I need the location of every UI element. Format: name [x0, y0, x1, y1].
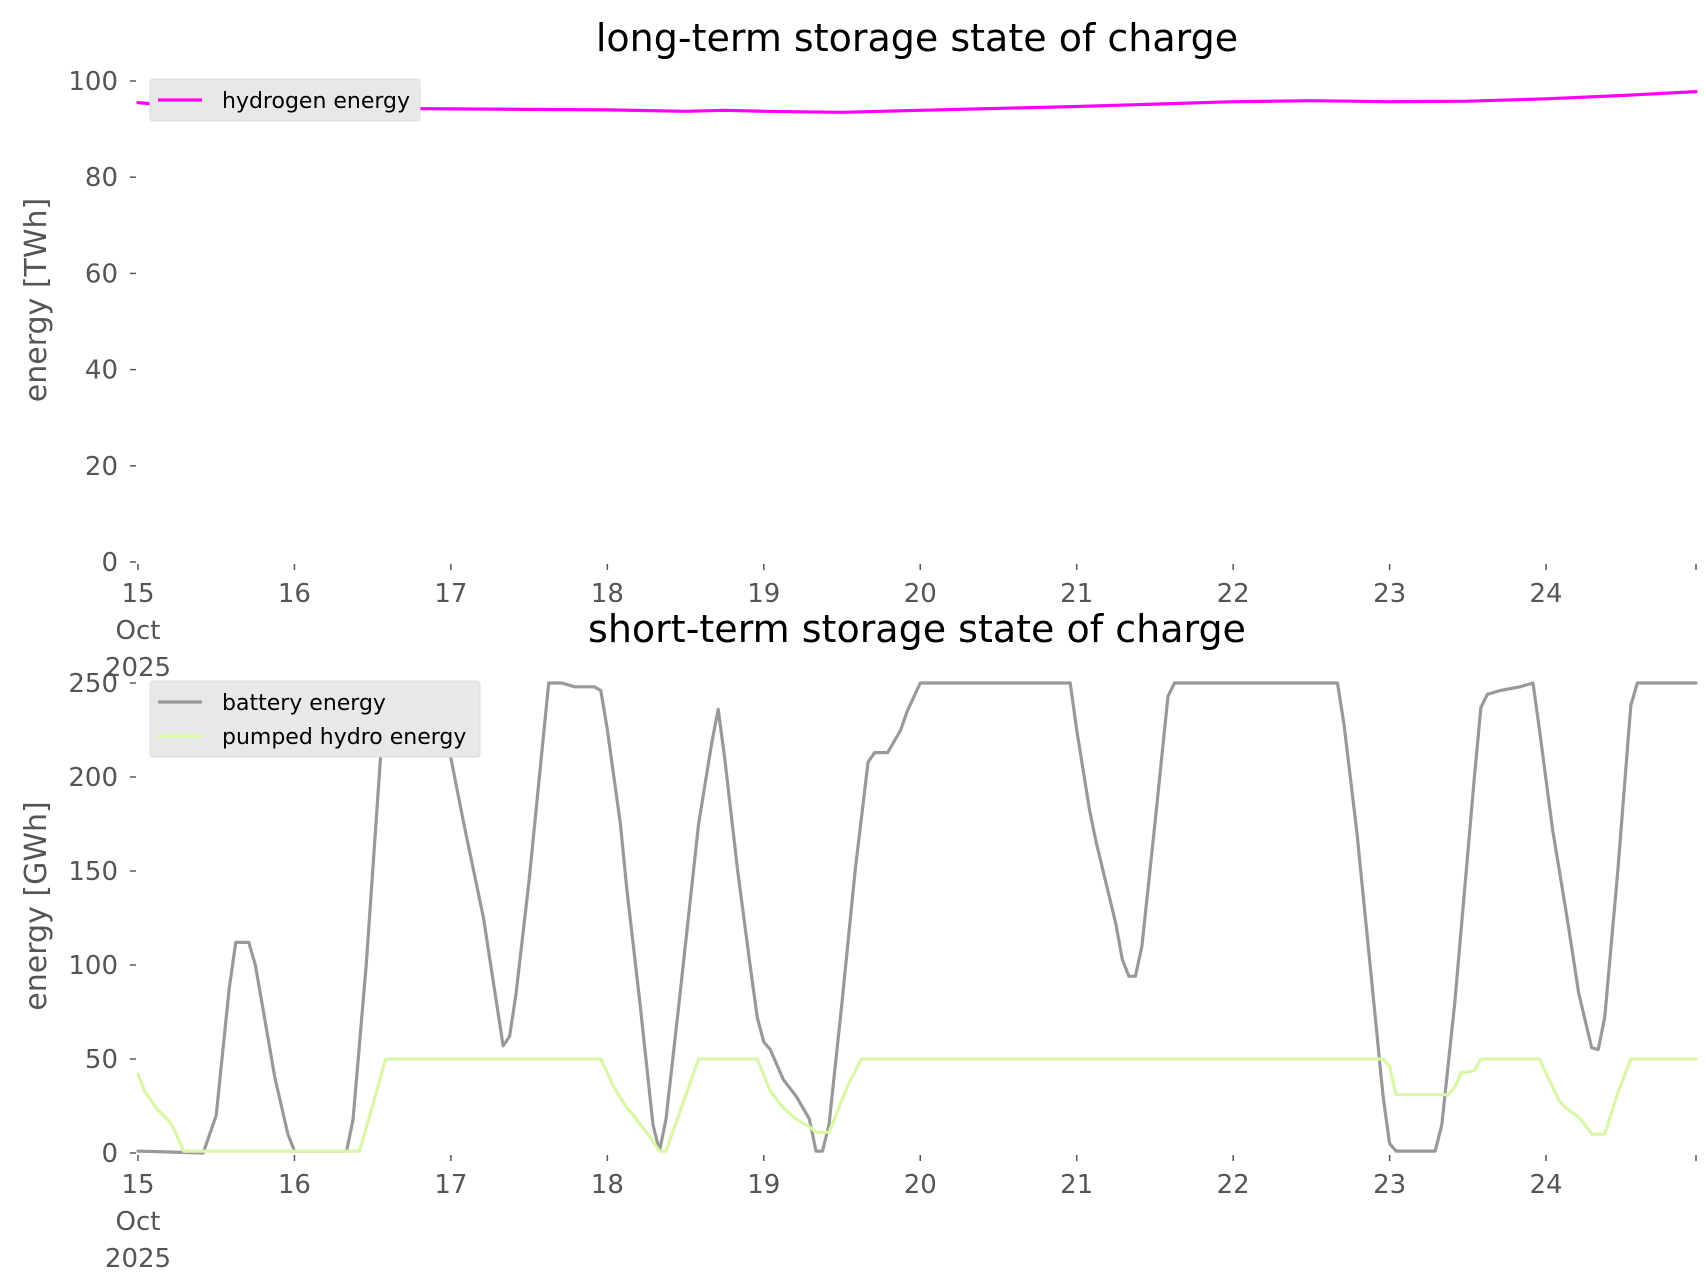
x-tick-label: 15 Oct 2025	[105, 1170, 171, 1274]
x-tick-label: 22	[1217, 579, 1250, 609]
y-tick-label: 20	[85, 452, 118, 482]
x-tick-label: 23	[1373, 1170, 1406, 1200]
y-tick-label: 150	[68, 857, 118, 887]
y-tick-label: 200	[68, 763, 118, 793]
x-tick-label: 24	[1530, 1170, 1563, 1200]
x-tick-label: 18	[591, 1170, 624, 1200]
series-line-pumped-hydro-energy	[136, 1057, 1698, 1153]
x-tick-label: 21	[1060, 579, 1093, 609]
legend-label: hydrogen energy	[222, 89, 410, 114]
y-tick-label: 100	[68, 951, 118, 981]
plot-0: 0 20 40 60 80 100 15 Oct 2025 16 17 18 19 20 21 22 23 24 h…	[68, 67, 1698, 683]
y-tick-label: 0	[101, 548, 118, 578]
legend-label: battery energy	[222, 691, 386, 716]
y-tick-label: 100	[68, 67, 118, 97]
y-axis-label-long-term: energy [TWh]	[19, 198, 54, 402]
x-tick-label: 16	[278, 579, 311, 609]
legend: hydrogen energy	[149, 78, 421, 122]
y-tick-label: 0	[101, 1139, 118, 1169]
y-tick-label: 250	[68, 669, 118, 699]
x-tick-label: 23	[1373, 579, 1406, 609]
chart-title-long-term: long-term storage state of charge	[596, 16, 1238, 60]
chart-title-short-term: short-term storage state of charge	[588, 607, 1246, 651]
y-tick-label: 40	[85, 356, 118, 386]
y-tick-label: 60	[85, 259, 118, 289]
legend-label: pumped hydro energy	[222, 725, 466, 750]
x-tick-label: 15 Oct 2025	[105, 579, 171, 683]
x-tick-label: 19	[747, 579, 780, 609]
plot-1: 0 50 100 150 200 250 15 Oct 2025 16 17 18 19 20 21 22 23…	[68, 669, 1698, 1274]
y-axis-label-short-term: energy [GWh]	[19, 801, 54, 1010]
y-tick-label: 80	[85, 163, 118, 193]
x-tick-label: 20	[904, 1170, 937, 1200]
x-tick-label: 20	[904, 579, 937, 609]
x-tick-label: 19	[747, 1170, 780, 1200]
x-tick-label: 17	[434, 1170, 467, 1200]
x-tick-label: 22	[1217, 1170, 1250, 1200]
x-tick-label: 17	[434, 579, 467, 609]
plot-areas: 0 20 40 60 80 100 15 Oct 2025 16 17 18 19 20 21 22 23 24 h…	[68, 67, 1698, 1274]
x-tick-label: 24	[1530, 579, 1563, 609]
y-tick-label: 50	[85, 1045, 118, 1075]
x-tick-label: 21	[1060, 1170, 1093, 1200]
legend-box	[149, 680, 481, 758]
x-tick-label: 18	[591, 579, 624, 609]
x-tick-label: 16	[278, 1170, 311, 1200]
legend-box	[149, 78, 421, 122]
legend: battery energy pumped hydro energy	[149, 680, 481, 758]
